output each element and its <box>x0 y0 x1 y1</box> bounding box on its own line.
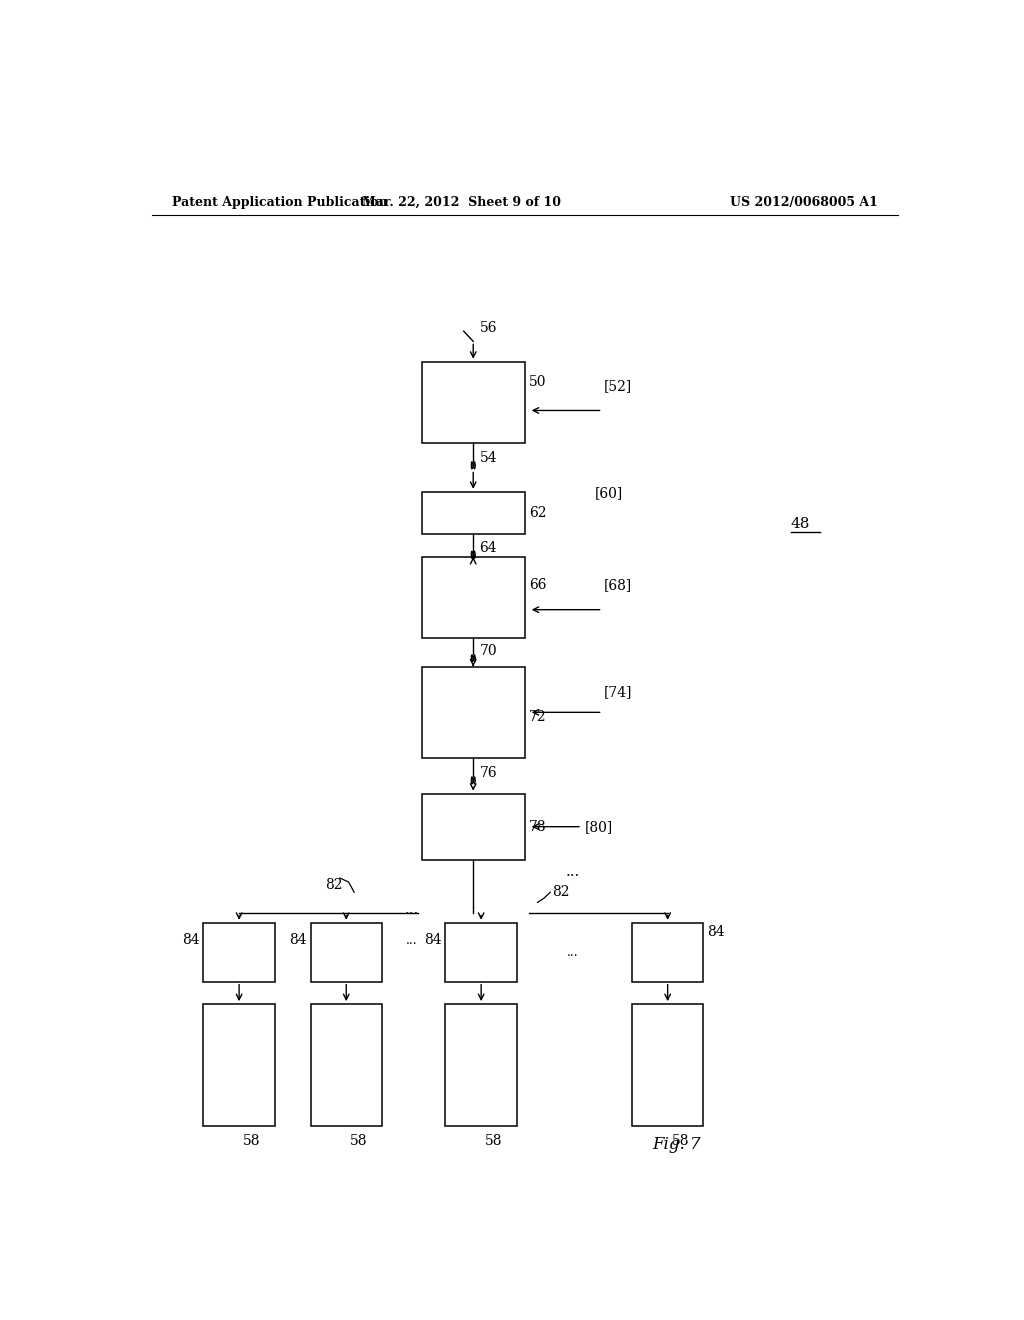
Text: [68]: [68] <box>604 578 633 593</box>
Bar <box>422 667 524 758</box>
Text: Mar. 22, 2012  Sheet 9 of 10: Mar. 22, 2012 Sheet 9 of 10 <box>361 195 561 209</box>
Text: 58: 58 <box>350 1134 368 1148</box>
Text: [74]: [74] <box>604 685 633 700</box>
Text: [52]: [52] <box>604 379 633 393</box>
Text: 66: 66 <box>528 578 546 593</box>
Text: 62: 62 <box>528 506 546 520</box>
Text: 48: 48 <box>791 517 810 532</box>
Text: ...: ... <box>404 903 419 916</box>
Text: 56: 56 <box>479 321 497 335</box>
Text: 72: 72 <box>528 710 547 723</box>
Bar <box>632 923 703 982</box>
Bar <box>204 923 274 982</box>
Bar <box>310 1005 382 1126</box>
Bar <box>422 492 524 535</box>
Text: ...: ... <box>565 865 580 879</box>
Text: US 2012/0068005 A1: US 2012/0068005 A1 <box>730 195 878 209</box>
Bar <box>445 1005 517 1126</box>
Text: 64: 64 <box>479 541 498 554</box>
Text: 70: 70 <box>479 644 498 659</box>
Text: ...: ... <box>566 945 579 958</box>
Text: 82: 82 <box>553 886 570 899</box>
Text: 84: 84 <box>424 933 441 946</box>
Text: 78: 78 <box>528 820 547 834</box>
Bar <box>632 1005 703 1126</box>
Bar <box>204 1005 274 1126</box>
Text: 58: 58 <box>243 1134 260 1148</box>
Bar <box>422 362 524 444</box>
Bar <box>310 923 382 982</box>
Text: Patent Application Publication: Patent Application Publication <box>172 195 387 209</box>
Text: 82: 82 <box>325 878 342 892</box>
Bar <box>422 793 524 859</box>
Text: [80]: [80] <box>585 820 612 834</box>
Text: Fig. 7: Fig. 7 <box>652 1135 700 1152</box>
Bar <box>422 557 524 638</box>
Text: 54: 54 <box>479 451 498 465</box>
Text: 84: 84 <box>708 925 725 939</box>
Bar <box>445 923 517 982</box>
Text: 58: 58 <box>485 1134 503 1148</box>
Text: ...: ... <box>407 933 418 946</box>
Text: 84: 84 <box>289 933 306 946</box>
Text: 58: 58 <box>672 1134 689 1148</box>
Text: 84: 84 <box>182 933 200 946</box>
Text: 76: 76 <box>479 767 498 780</box>
Text: 50: 50 <box>528 375 546 389</box>
Text: [60]: [60] <box>595 486 623 500</box>
